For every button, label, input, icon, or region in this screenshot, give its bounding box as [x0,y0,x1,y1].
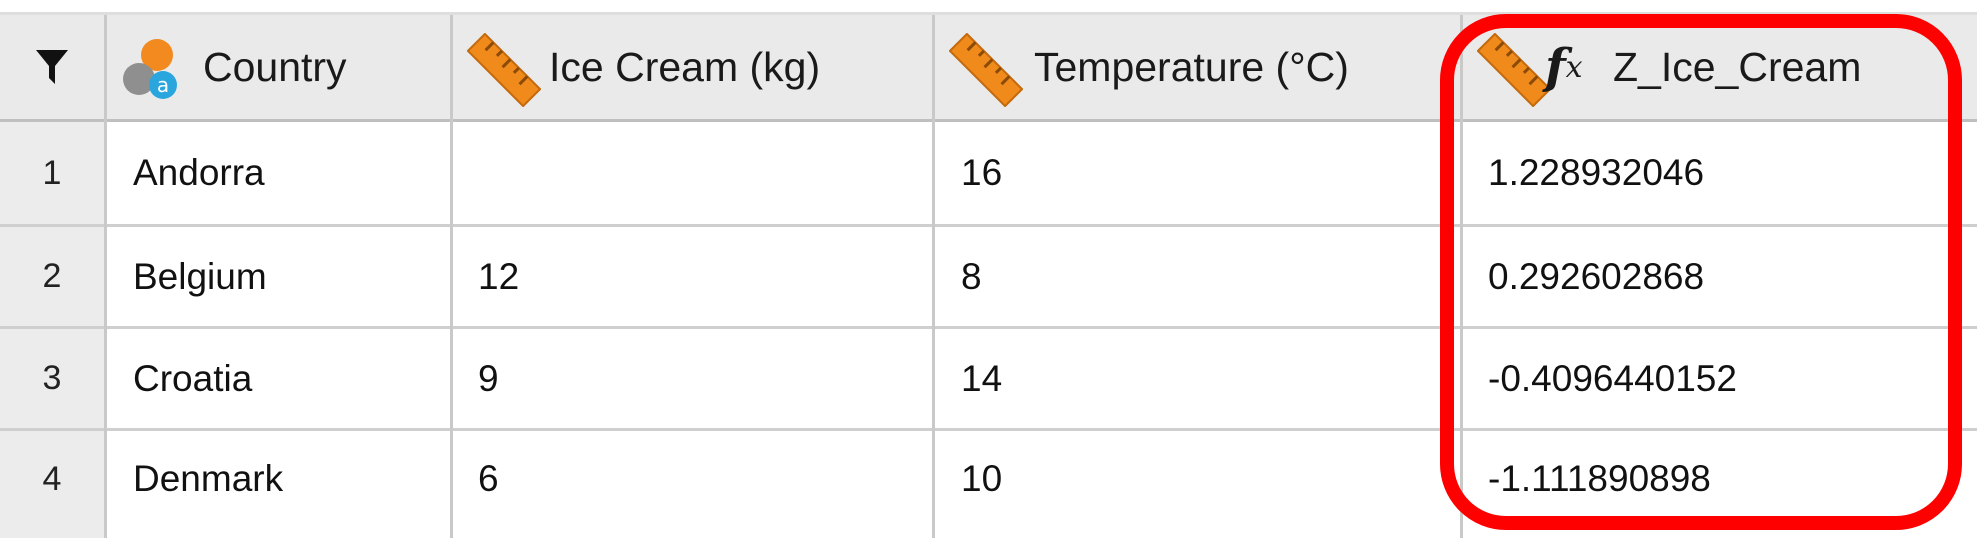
column-header-temperature[interactable]: Temperature (°C) [935,15,1460,119]
column-header-label: Z_Ice_Cream [1613,43,1862,90]
column-header-ice-cream[interactable]: Ice Cream (kg) [453,15,932,119]
row-divider [0,428,1977,431]
row-number: 2 [42,257,62,295]
column-divider [104,15,107,538]
toolbar-edge [0,0,1977,15]
row-divider [0,326,1977,329]
cell-country[interactable]: Denmark [133,458,284,499]
column-divider [1460,15,1463,538]
cell-ice-cream[interactable]: 6 [478,458,499,499]
column-header-label: Temperature (°C) [1034,43,1349,90]
cell-z-ice-cream[interactable]: 0.292602868 [1488,255,1705,297]
data-table: a Country Ice Cream (kg) [0,15,1977,538]
cell-z-ice-cream[interactable]: 1.228932046 [1488,152,1705,193]
svg-text:a: a [157,73,169,97]
column-divider [932,15,935,538]
cell-temperature[interactable]: 10 [961,458,1003,499]
row-number: 3 [42,359,62,397]
table-row[interactable]: 1 Andorra 16 1.228932046 [0,122,1977,224]
column-header-label: Ice Cream (kg) [549,43,821,90]
column-divider [450,15,453,538]
table-row[interactable]: 4 Denmark 6 10 -1.111890898 [0,431,1977,538]
cell-country[interactable]: Andorra [133,152,265,193]
cell-z-ice-cream[interactable]: -1.111890898 [1488,458,1711,499]
filter-button[interactable] [0,15,104,119]
row-number: 4 [42,459,62,498]
cell-country[interactable]: Croatia [133,357,253,399]
row-number: 1 [42,153,62,192]
column-header-country[interactable]: a Country [107,15,450,119]
cell-z-ice-cream[interactable]: -0.4096440152 [1488,357,1737,399]
cell-country[interactable]: Belgium [133,255,267,297]
cell-temperature[interactable]: 14 [961,357,1003,399]
ruler-icon [949,33,1023,107]
column-header-label: Country [203,43,347,90]
table-row[interactable]: 3 Croatia 9 14 -0.4096440152 [0,329,1977,428]
ruler-icon [467,33,541,107]
nominal-attribute-icon: a [123,39,177,99]
cell-ice-cream[interactable]: 12 [478,255,520,297]
row-divider [0,224,1977,227]
table-row[interactable]: 2 Belgium 12 8 0.292602868 [0,227,1977,326]
filter-icon [36,50,68,84]
row-number-column [0,122,104,538]
cell-ice-cream[interactable]: 9 [478,357,499,399]
cell-temperature[interactable]: 8 [961,255,982,297]
highlight-annotation [1440,14,1962,530]
cell-temperature[interactable]: 16 [961,152,1003,193]
